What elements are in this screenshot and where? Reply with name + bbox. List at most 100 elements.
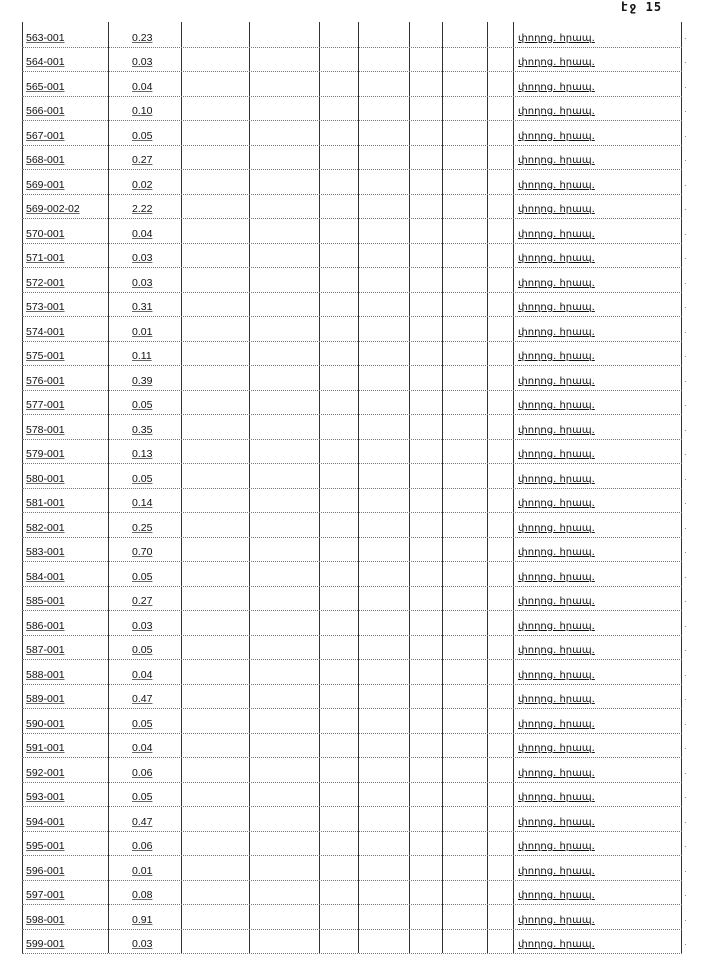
- parcel-id: 574-001: [26, 325, 65, 338]
- parcel-id: 569-001: [26, 178, 65, 191]
- parcel-area: 0.06: [132, 766, 153, 779]
- land-use-type: փողոց. հրապ.: [518, 669, 595, 681]
- scan-mark: ·: [684, 793, 687, 802]
- scan-mark: ·: [684, 866, 687, 876]
- parcel-area: 0.91: [132, 913, 153, 926]
- parcel-id: 596-001: [26, 864, 65, 877]
- table-row: 583-001 0.70 փողոց. հրապ. ·: [22, 537, 687, 562]
- scan-mark: ·: [684, 107, 687, 116]
- land-use-type: փողոց. հրապ.: [518, 253, 595, 264]
- scan-mark: ·: [684, 156, 687, 165]
- scan-mark: ·: [684, 597, 687, 606]
- parcel-id: 563-001: [26, 31, 65, 44]
- land-use-type: փողոց. հրապ.: [518, 620, 595, 632]
- parcel-id: 577-001: [26, 399, 65, 411]
- table-row: 588-001 0.04 փողոց. հրապ. ·: [22, 659, 687, 685]
- parcel-id: 568-001: [26, 154, 65, 166]
- column-divider: [181, 22, 182, 953]
- parcel-id: 584-001: [26, 570, 65, 583]
- scan-mark: ·: [684, 915, 687, 925]
- table-row: 591-001 0.04 փողոց. հրապ. ·: [22, 733, 687, 758]
- parcel-area: 0.27: [132, 154, 153, 166]
- land-use-type: փողոց. հրապ.: [518, 57, 595, 68]
- parcel-area: 0.05: [132, 644, 153, 656]
- table-row: 580-001 0.05 փողոց. հրապ. ·: [22, 463, 687, 489]
- scan-mark: ·: [684, 768, 687, 778]
- column-divider: [487, 22, 488, 953]
- parcel-id: 567-001: [26, 129, 65, 142]
- table-row: 594-001 0.47 փողոց. հրապ. ·: [22, 806, 687, 832]
- land-use-type: փողոց. հրապ.: [518, 914, 595, 926]
- table-row: 571-001 0.03 փողոց. հրապ. ·: [22, 243, 687, 268]
- parcel-id: 576-001: [26, 374, 65, 387]
- land-use-type: փողոց. հրապ.: [518, 841, 595, 852]
- parcel-id: 591-001: [26, 742, 65, 754]
- land-use-type: փողոց. հրապ.: [518, 743, 595, 754]
- scan-mark: ·: [684, 303, 687, 312]
- column-divider: [249, 22, 250, 953]
- land-use-type: փողոց. հրապ.: [518, 155, 595, 166]
- land-use-type: փողոց. հրապ.: [518, 204, 595, 215]
- parcel-area: 0.23: [132, 31, 153, 44]
- parcel-area: 0.39: [132, 374, 153, 387]
- land-use-type: փողոց. հրապ.: [518, 792, 595, 803]
- land-use-type: փողոց. հրապ.: [518, 571, 595, 583]
- scan-mark: ·: [684, 58, 687, 67]
- table-row: 567-001 0.05 փողոց. հրապ. ·: [22, 120, 687, 146]
- table-row: 598-001 0.91 փողոց. հրապ. ·: [22, 904, 687, 930]
- parcel-area: 0.06: [132, 840, 153, 852]
- land-use-type: փողոց. հրապ.: [518, 816, 595, 828]
- table-row: 585-001 0.27 փողոց. հրապ. ·: [22, 586, 687, 611]
- land-use-type: փողոց. հրապ.: [518, 277, 595, 289]
- scan-mark: ·: [684, 82, 687, 92]
- land-use-type: փողոց. հրապ.: [518, 351, 595, 362]
- scan-mark: ·: [684, 254, 687, 263]
- parcel-id: 571-001: [26, 252, 65, 264]
- table-row: 584-001 0.05 փողոց. հրապ. ·: [22, 561, 687, 587]
- scan-mark: ·: [684, 621, 687, 631]
- table-row: 566-001 0.10 փողոց. հրապ. ·: [22, 96, 687, 121]
- column-divider: [513, 22, 514, 953]
- land-use-type: փողոց. հրապ.: [518, 179, 595, 191]
- scan-mark: ·: [684, 425, 687, 435]
- parcel-area: 0.10: [132, 105, 153, 117]
- table-row: 564-001 0.03 փողոց. հրապ. ·: [22, 47, 687, 72]
- table-row: 577-001 0.05 փողոց. հրապ. ·: [22, 390, 687, 415]
- parcel-area: 0.04: [132, 80, 153, 93]
- parcel-id: 597-001: [26, 889, 65, 901]
- table-row: 599-001 0.03 փողոց. հրապ. ·: [22, 929, 687, 954]
- table-row: 597-001 0.08 փողոց. հրապ. ·: [22, 880, 687, 905]
- parcel-id: 587-001: [26, 644, 65, 656]
- land-use-type: փողոց. հրապ.: [518, 473, 595, 485]
- land-use-type: փողոց. հրապ.: [518, 424, 595, 436]
- parcel-area: 0.70: [132, 546, 153, 558]
- land-use-type: փողոց. հրապ.: [518, 596, 595, 607]
- parcel-id: 569-002-02: [26, 203, 80, 215]
- parcel-area: 0.05: [132, 129, 153, 142]
- scan-mark: ·: [684, 352, 687, 361]
- scan-mark: ·: [684, 695, 687, 704]
- parcel-area: 2.22: [132, 203, 153, 215]
- parcel-area: 0.03: [132, 276, 153, 289]
- parcel-area: 0.47: [132, 815, 153, 828]
- scan-mark: ·: [684, 891, 687, 900]
- parcel-id: 585-001: [26, 595, 65, 607]
- table-row: 565-001 0.04 փողոց. հրապ. ·: [22, 71, 687, 97]
- parcel-id: 583-001: [26, 546, 65, 558]
- parcel-id: 586-001: [26, 619, 65, 632]
- scan-mark: ·: [684, 719, 687, 729]
- parcel-area: 0.35: [132, 423, 153, 436]
- table-row: 595-001 0.06 փողոց. հրապ. ·: [22, 831, 687, 856]
- table-row: 592-001 0.06 փողոց. հրապ. ·: [22, 757, 687, 783]
- table-row: 589-001 0.47 փողոց. հրապ. ·: [22, 684, 687, 709]
- table-row: 569-002-02 2.22 փողոց. հրապ. ·: [22, 194, 687, 219]
- table-row: 578-001 0.35 փողոց. հրապ. ·: [22, 414, 687, 440]
- parcel-id: 579-001: [26, 448, 65, 460]
- parcel-area: 0.05: [132, 717, 153, 730]
- scan-mark: ·: [684, 646, 687, 655]
- scan-mark: ·: [684, 278, 687, 288]
- parcel-area: 0.04: [132, 227, 153, 240]
- parcel-id: 589-001: [26, 693, 65, 705]
- parcel-area: 0.03: [132, 619, 153, 632]
- scan-mark: ·: [684, 817, 687, 827]
